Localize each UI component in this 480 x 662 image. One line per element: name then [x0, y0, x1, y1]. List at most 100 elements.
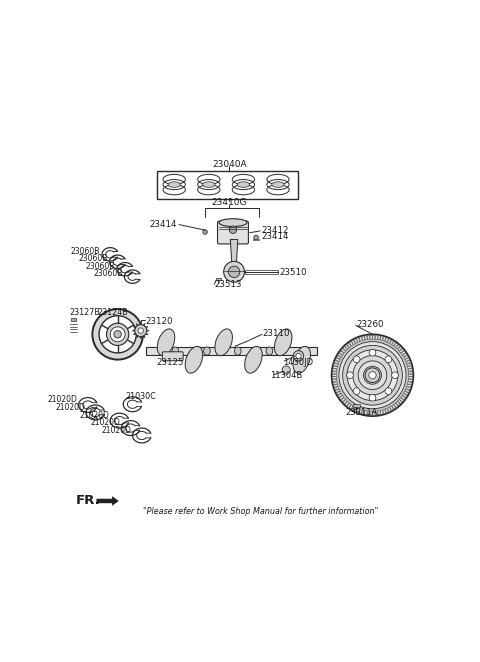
Circle shape [110, 327, 125, 342]
Polygon shape [378, 336, 381, 340]
Ellipse shape [157, 329, 175, 355]
Text: 23414: 23414 [150, 220, 177, 229]
Circle shape [339, 342, 406, 408]
Text: 23120: 23120 [145, 317, 173, 326]
Polygon shape [401, 396, 406, 400]
Circle shape [347, 372, 353, 379]
Polygon shape [341, 398, 346, 402]
Ellipse shape [272, 182, 284, 187]
Text: "Please refer to Work Shop Manual for further information": "Please refer to Work Shop Manual for fu… [143, 506, 379, 516]
Polygon shape [351, 406, 355, 410]
Ellipse shape [215, 329, 232, 355]
Polygon shape [375, 411, 378, 415]
Text: 21020D: 21020D [48, 395, 77, 404]
Polygon shape [392, 342, 396, 346]
Polygon shape [392, 404, 396, 409]
Ellipse shape [245, 346, 262, 373]
Polygon shape [230, 240, 238, 265]
Polygon shape [364, 336, 367, 340]
Polygon shape [359, 337, 362, 342]
Text: 23510: 23510 [279, 268, 307, 277]
Polygon shape [408, 374, 413, 377]
Polygon shape [252, 239, 259, 240]
Polygon shape [370, 411, 372, 415]
Circle shape [296, 354, 301, 359]
Polygon shape [343, 347, 348, 351]
Circle shape [353, 356, 360, 363]
Circle shape [353, 355, 392, 395]
Text: 11304B: 11304B [270, 371, 302, 381]
Circle shape [332, 334, 413, 416]
Polygon shape [333, 382, 337, 385]
Polygon shape [399, 349, 404, 353]
Polygon shape [373, 335, 375, 340]
Circle shape [347, 350, 398, 401]
Polygon shape [349, 342, 353, 346]
Polygon shape [333, 366, 337, 369]
Circle shape [369, 395, 376, 401]
Polygon shape [334, 363, 338, 366]
Polygon shape [345, 345, 349, 349]
Polygon shape [351, 340, 355, 344]
Polygon shape [354, 407, 358, 412]
Polygon shape [383, 337, 386, 342]
Polygon shape [338, 353, 343, 357]
Polygon shape [387, 407, 391, 412]
Polygon shape [349, 404, 353, 409]
Ellipse shape [293, 346, 311, 373]
Polygon shape [353, 404, 360, 407]
Polygon shape [396, 345, 400, 349]
Polygon shape [406, 361, 410, 364]
Text: 23260: 23260 [357, 320, 384, 329]
Text: 23110: 23110 [263, 329, 290, 338]
Polygon shape [71, 318, 76, 320]
Ellipse shape [234, 347, 241, 355]
Text: 21020D: 21020D [55, 402, 85, 412]
Polygon shape [408, 382, 412, 385]
Polygon shape [347, 403, 351, 408]
Text: 21020D: 21020D [90, 418, 120, 428]
Bar [156, 171, 298, 199]
Ellipse shape [168, 182, 180, 187]
Polygon shape [408, 371, 412, 374]
Circle shape [203, 230, 207, 234]
Polygon shape [364, 410, 367, 415]
Circle shape [114, 330, 121, 338]
Polygon shape [399, 398, 404, 402]
Circle shape [353, 388, 360, 395]
Circle shape [282, 366, 290, 374]
Polygon shape [401, 351, 406, 355]
Circle shape [107, 323, 129, 346]
Polygon shape [341, 349, 346, 353]
Circle shape [254, 236, 258, 240]
Text: 21020D: 21020D [79, 411, 109, 420]
Polygon shape [383, 409, 386, 414]
Polygon shape [96, 496, 119, 506]
Text: 23412: 23412 [261, 226, 288, 234]
Polygon shape [357, 338, 360, 342]
Circle shape [228, 266, 240, 277]
Ellipse shape [219, 218, 247, 226]
Polygon shape [380, 410, 383, 414]
Polygon shape [335, 387, 339, 390]
Text: 23125: 23125 [156, 357, 184, 367]
FancyBboxPatch shape [217, 221, 249, 244]
Polygon shape [333, 369, 337, 371]
Text: 23124B: 23124B [97, 308, 128, 317]
Polygon shape [402, 393, 407, 397]
Polygon shape [347, 343, 351, 348]
Circle shape [385, 388, 392, 395]
Text: 21020D: 21020D [102, 426, 132, 435]
Circle shape [138, 328, 144, 333]
Polygon shape [332, 374, 336, 377]
Polygon shape [385, 408, 388, 413]
Polygon shape [338, 393, 343, 397]
Polygon shape [405, 389, 409, 393]
Polygon shape [145, 348, 317, 355]
Polygon shape [345, 401, 349, 406]
Polygon shape [333, 377, 336, 379]
Polygon shape [216, 278, 221, 280]
Circle shape [293, 351, 304, 361]
Circle shape [363, 366, 382, 384]
Circle shape [343, 346, 402, 405]
